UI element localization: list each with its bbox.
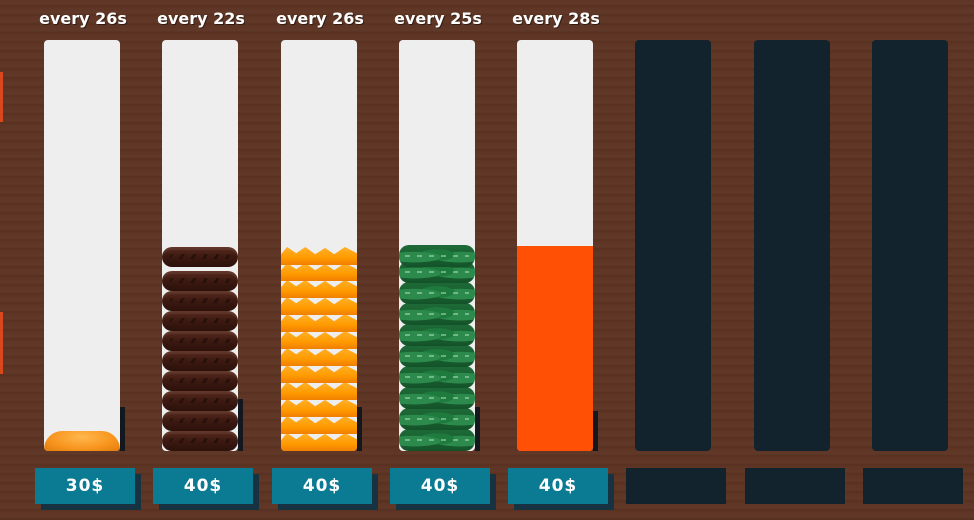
patty-icon — [162, 431, 238, 451]
cheese-icon — [281, 433, 357, 451]
ingredient-column-patty: every 22s 40$ — [153, 0, 253, 520]
cheese-icon — [281, 280, 357, 298]
cheese-icon — [281, 314, 357, 332]
ingredient-tube[interactable] — [162, 40, 238, 451]
lettuce-icon — [399, 387, 475, 409]
patty-icon — [162, 331, 238, 351]
upgrade-button[interactable]: 30$ — [35, 468, 135, 504]
patty-icon — [162, 311, 238, 331]
lettuce-icon — [399, 324, 475, 346]
spawn-rate-label: every 22s — [157, 9, 245, 28]
cheese-icon — [281, 331, 357, 349]
ingredient-tube[interactable] — [517, 40, 593, 451]
cheese-icon — [281, 247, 357, 265]
lettuce-icon — [399, 245, 475, 267]
spawn-rate-label: every 25s — [394, 9, 482, 28]
locked-button — [626, 468, 726, 504]
cheese-icon — [281, 399, 357, 417]
spawn-rate-label: every 28s — [512, 9, 600, 28]
spawn-rate-label: every 26s — [39, 9, 127, 28]
tube-shadow — [357, 407, 362, 451]
lettuce-icon — [399, 429, 475, 451]
cheese-icon — [281, 297, 357, 315]
patty-icon — [162, 351, 238, 371]
locked-column — [745, 0, 845, 520]
tube-shadow — [238, 399, 243, 451]
patty-icon — [162, 271, 238, 291]
lettuce-icon — [399, 345, 475, 367]
locked-column — [626, 0, 726, 520]
tube-shadow — [593, 411, 598, 451]
bun-icon — [44, 431, 120, 451]
locked-tube — [635, 40, 711, 451]
locked-button — [745, 468, 845, 504]
patty-icon — [162, 411, 238, 431]
lettuce-icon — [399, 282, 475, 304]
ingredient-column-cheese: every 26s 40$ — [272, 0, 372, 520]
sauce-fill — [517, 246, 593, 451]
left-edge-accent — [0, 312, 3, 374]
cheese-icon — [281, 263, 357, 281]
cheese-icon — [281, 348, 357, 366]
upgrade-button[interactable]: 40$ — [508, 468, 608, 504]
ingredient-column-bun: every 26s 30$ — [35, 0, 135, 520]
lettuce-icon — [399, 366, 475, 388]
ingredient-tube[interactable] — [281, 40, 357, 451]
patty-icon — [162, 371, 238, 391]
lettuce-icon — [399, 408, 475, 430]
locked-column — [863, 0, 963, 520]
locked-tube — [872, 40, 948, 451]
cheese-icon — [281, 365, 357, 383]
lettuce-icon — [399, 303, 475, 325]
ingredient-column-sauce: every 28s 40$ — [508, 0, 608, 520]
ingredient-column-lettuce: every 25s 40$ — [390, 0, 490, 520]
ingredient-tube[interactable] — [399, 40, 475, 451]
spawn-rate-label: every 26s — [276, 9, 364, 28]
locked-button — [863, 468, 963, 504]
cheese-icon — [281, 416, 357, 434]
locked-tube — [754, 40, 830, 451]
tube-shadow — [475, 407, 480, 451]
upgrade-button[interactable]: 40$ — [272, 468, 372, 504]
upgrade-button[interactable]: 40$ — [153, 468, 253, 504]
upgrade-button[interactable]: 40$ — [390, 468, 490, 504]
ingredient-tube[interactable] — [44, 40, 120, 451]
tube-shadow — [120, 407, 125, 451]
left-edge-accent — [0, 72, 3, 122]
patty-icon — [162, 247, 238, 267]
cheese-icon — [281, 382, 357, 400]
patty-icon — [162, 291, 238, 311]
patty-icon — [162, 391, 238, 411]
